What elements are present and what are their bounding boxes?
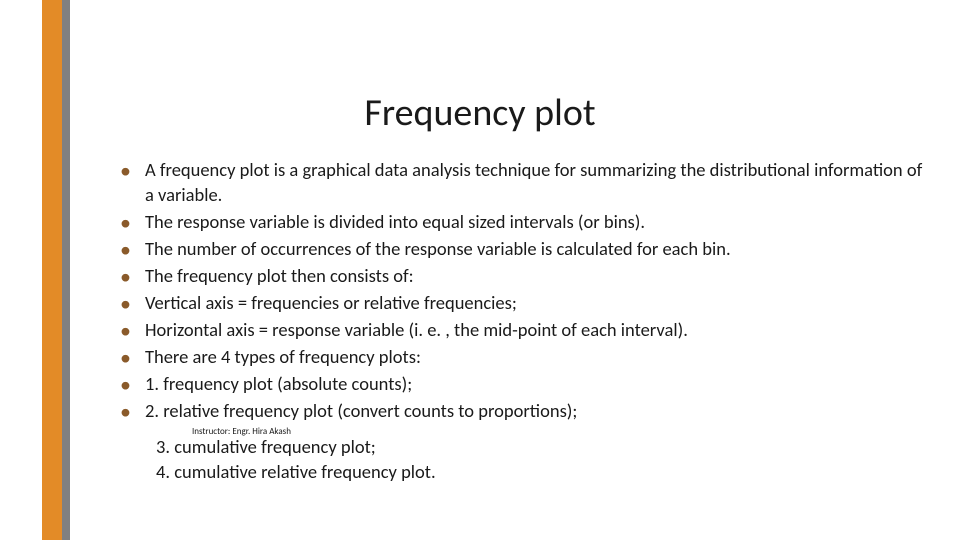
- bullet-dot-icon: •: [120, 320, 131, 342]
- bullet-dot-icon: •: [120, 347, 131, 369]
- bullet-item: • The response variable is divided into …: [120, 210, 930, 235]
- bullet-dot-icon: •: [120, 266, 131, 288]
- bullet-text: The frequency plot then consists of:: [145, 264, 414, 289]
- bullet-dot-icon: •: [120, 160, 131, 182]
- extra-line-text: 3. cumulative frequency plot;: [156, 435, 930, 460]
- bullet-text: The response variable is divided into eq…: [145, 210, 645, 235]
- bullet-text: 2. relative frequency plot (convert coun…: [145, 399, 577, 424]
- slide-content: • A frequency plot is a graphical data a…: [120, 158, 930, 485]
- bullet-item: • A frequency plot is a graphical data a…: [120, 158, 930, 208]
- bullet-dot-icon: •: [120, 374, 131, 396]
- bullet-item: • 1. frequency plot (absolute counts);: [120, 372, 930, 397]
- bullet-text: There are 4 types of frequency plots:: [145, 345, 421, 370]
- bullet-item: • The number of occurrences of the respo…: [120, 237, 930, 262]
- bullet-item: • 2. relative frequency plot (convert co…: [120, 399, 930, 424]
- bullet-text: Vertical axis = frequencies or relative …: [145, 291, 517, 316]
- extra-lines: 3. cumulative frequency plot; 4. cumulat…: [156, 435, 930, 485]
- bullet-item: • The frequency plot then consists of:: [120, 264, 930, 289]
- bullet-text: A frequency plot is a graphical data ana…: [145, 158, 930, 208]
- bullet-dot-icon: •: [120, 401, 131, 423]
- bullet-item: • There are 4 types of frequency plots:: [120, 345, 930, 370]
- bullet-item: • Vertical axis = frequencies or relativ…: [120, 291, 930, 316]
- bullet-text: 1. frequency plot (absolute counts);: [145, 372, 412, 397]
- accent-stripe-orange: [42, 0, 62, 540]
- slide-title: Frequency plot: [0, 90, 960, 136]
- bullet-dot-icon: •: [120, 239, 131, 261]
- bullet-dot-icon: •: [120, 293, 131, 315]
- bullet-dot-icon: •: [120, 212, 131, 234]
- bullet-text: The number of occurrences of the respons…: [145, 237, 731, 262]
- accent-stripe-gray: [62, 0, 70, 540]
- extra-line-text: 4. cumulative relative frequency plot.: [156, 460, 930, 485]
- bullet-item: • Horizontal axis = response variable (i…: [120, 318, 930, 343]
- bullet-text: Horizontal axis = response variable (i. …: [145, 318, 688, 343]
